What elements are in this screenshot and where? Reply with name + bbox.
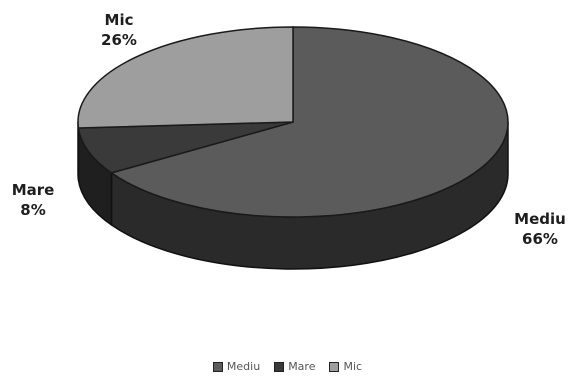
slice-label-mic-value: 26%: [101, 31, 137, 49]
legend: Mediu Mare Mic: [0, 360, 575, 373]
legend-swatch-mediu: [212, 361, 223, 372]
slice-label-mediu: Mediu 66%: [505, 209, 575, 249]
slice-label-mediu-value: 66%: [522, 230, 558, 248]
pie-slice-mare: [77, 121, 294, 174]
slice-label-mic-name: Mic: [104, 11, 134, 29]
legend-label-mic: Mic: [343, 360, 363, 373]
pie-slices: [77, 26, 509, 218]
legend-label-mediu: Mediu: [226, 360, 261, 373]
slice-label-mic: Mic 26%: [84, 10, 154, 50]
legend-item-mare: Mare: [274, 360, 315, 373]
slice-label-mare-value: 8%: [20, 201, 46, 219]
slice-label-mediu-name: Mediu: [514, 210, 566, 228]
legend-label-mare: Mare: [288, 360, 316, 373]
legend-swatch-mic: [329, 361, 340, 372]
slice-label-mare: Mare 8%: [0, 180, 66, 220]
legend-item-mediu: Mediu: [212, 360, 261, 373]
slice-label-mare-name: Mare: [11, 181, 55, 199]
legend-item-mic: Mic: [329, 360, 362, 373]
pie-slice-mediu: [109, 26, 509, 218]
pie-slice-mic: [77, 26, 294, 129]
legend-swatch-mare: [274, 361, 285, 372]
